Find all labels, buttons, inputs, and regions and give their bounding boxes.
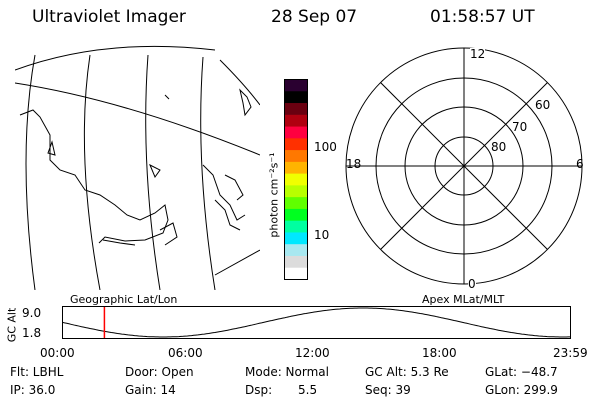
orbit-xtick-0: 00:00 [40,346,75,360]
mlt-label-6: 6 [576,157,584,171]
orbit-y-axis-label: GC Alt [5,307,19,343]
colorbar-segment [284,138,308,151]
coastline [239,88,252,117]
status-gc-alt: GC Alt: 5.3 Re [365,365,449,379]
status-glat: GLat: −48.7 [485,365,558,379]
longitude-line [200,56,216,290]
orbit-altitude-curve [62,307,571,338]
coastline [164,94,170,100]
colorbar-segment [284,161,308,175]
latitude-line [15,82,260,156]
mlt-label-12: 12 [470,47,486,61]
colorbar-segment [284,267,308,280]
longitude-line [214,249,260,276]
mlt-line-diag [380,82,548,250]
status-dsp-label: Dsp: [245,383,273,397]
instrument-title: Ultraviolet Imager [32,7,186,27]
coastline [47,140,56,156]
orbit-xtick-2: 12:00 [295,346,330,360]
colorbar-segment [284,103,308,116]
coastline [202,164,246,221]
status-filter: Flt: LBHL [10,365,64,379]
coastline [19,109,169,244]
status-gain: Gain: 14 [125,383,176,397]
orbit-ytick-max: 9.0 [22,306,42,320]
colorbar-segment [284,208,308,222]
colorbar-segment [284,185,308,198]
coastline [102,239,136,246]
coastline [224,174,244,201]
colorbar-segment [284,244,308,257]
image-date: 28 Sep 07 [271,7,358,27]
mlt-label-0: 0 [468,277,476,291]
polar-mlat-mlt-plot [345,47,583,285]
longitude-line [145,54,161,290]
latitude-line [15,45,216,71]
colorbar-segment [284,232,308,245]
status-mode: Mode: Normal [245,365,329,379]
status-seq: Seq: 39 [365,383,411,397]
colorbar-segment [284,150,308,163]
status-door: Door: Open [125,365,194,379]
longitude-line [83,54,101,290]
colorbar-segment [284,197,308,210]
colorbar-segment [284,114,308,128]
colorbar-segment [284,255,308,269]
image-time: 01:58:57 UT [430,7,535,27]
status-glon: GLon: 299.9 [485,383,558,397]
longitude-line [25,54,36,290]
geographic-map [15,45,260,290]
orbit-xtick-3: 18:00 [422,346,457,360]
mlt-label-18: 18 [346,157,362,171]
orbit-right-label: Apex MLat/MLT [422,293,505,306]
lat-label-80: 80 [491,140,507,154]
coastline [149,163,161,179]
colorbar-tick-10: 10 [314,228,330,242]
longitude-line [219,59,260,106]
orbit-xtick-1: 06:00 [168,346,203,360]
orbit-left-label: Geographic Lat/Lon [70,293,178,306]
colorbar-segment [284,126,308,139]
colorbar-segment [284,173,308,186]
orbit-xtick-4: 23:59 [553,346,588,360]
colorbar-unit-label: photon cm⁻²s⁻¹ [267,152,281,238]
coastline [214,199,241,231]
colorbar-tick-100: 100 [314,140,337,154]
orbit-altitude-plot [62,306,571,339]
coastline [159,222,178,246]
colorbar-frame [284,79,308,280]
lat-label-70: 70 [512,120,528,134]
lat-label-60: 60 [535,98,551,112]
status-ip: IP: 36.0 [10,383,56,397]
orbit-ytick-min: 1.8 [22,326,42,340]
colorbar-segment [284,79,308,92]
status-dsp-value: 5.5 [298,383,318,397]
colorbar-segment [284,91,308,104]
intensity-colorbar [284,79,308,280]
colorbar-segment [284,220,308,233]
